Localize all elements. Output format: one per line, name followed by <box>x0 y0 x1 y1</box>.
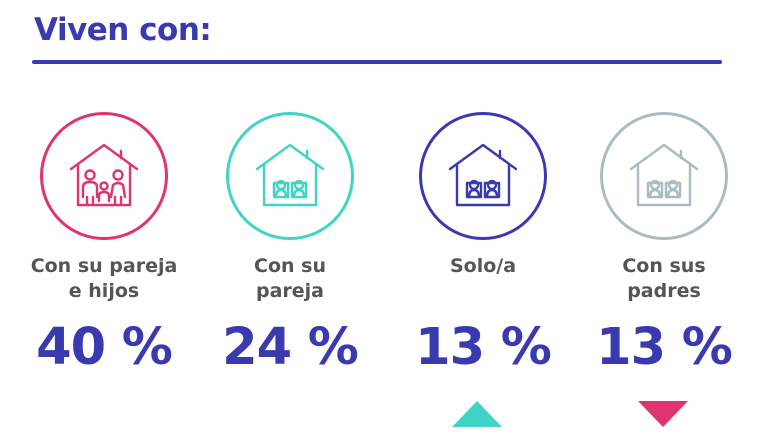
icon-circle <box>40 112 168 240</box>
parents-house-icon <box>629 143 699 207</box>
icon-circle <box>226 112 354 240</box>
percentage-value: 40 % <box>36 318 173 377</box>
trend-up-arrow-icon <box>452 401 502 427</box>
category-label: Con sus padres <box>622 255 706 302</box>
title-underline <box>32 60 722 64</box>
percentage-value: 24 % <box>222 318 359 377</box>
stat-card-padres: Con sus padres 13 % <box>571 112 757 377</box>
percentage-value: 13 % <box>596 318 733 377</box>
person-house-icon <box>448 143 518 207</box>
category-label: Con su pareja <box>254 255 326 302</box>
category-label: Con su pareja e hijos <box>30 255 178 302</box>
category-label: Solo/a <box>449 255 517 277</box>
icon-circle <box>600 112 728 240</box>
couple-house-icon <box>255 143 325 207</box>
family-house-icon <box>69 143 139 207</box>
page-title: Viven con: <box>34 12 212 48</box>
percentage-value: 13 % <box>415 318 552 377</box>
stat-card-pareja-hijos: Con su pareja e hijos 40 % <box>11 112 197 377</box>
icon-circle <box>419 112 547 240</box>
stat-card-solo: Solo/a 13 % <box>390 112 576 377</box>
stat-card-pareja: Con su pareja 24 % <box>197 112 383 377</box>
trend-down-arrow-icon <box>638 401 688 427</box>
